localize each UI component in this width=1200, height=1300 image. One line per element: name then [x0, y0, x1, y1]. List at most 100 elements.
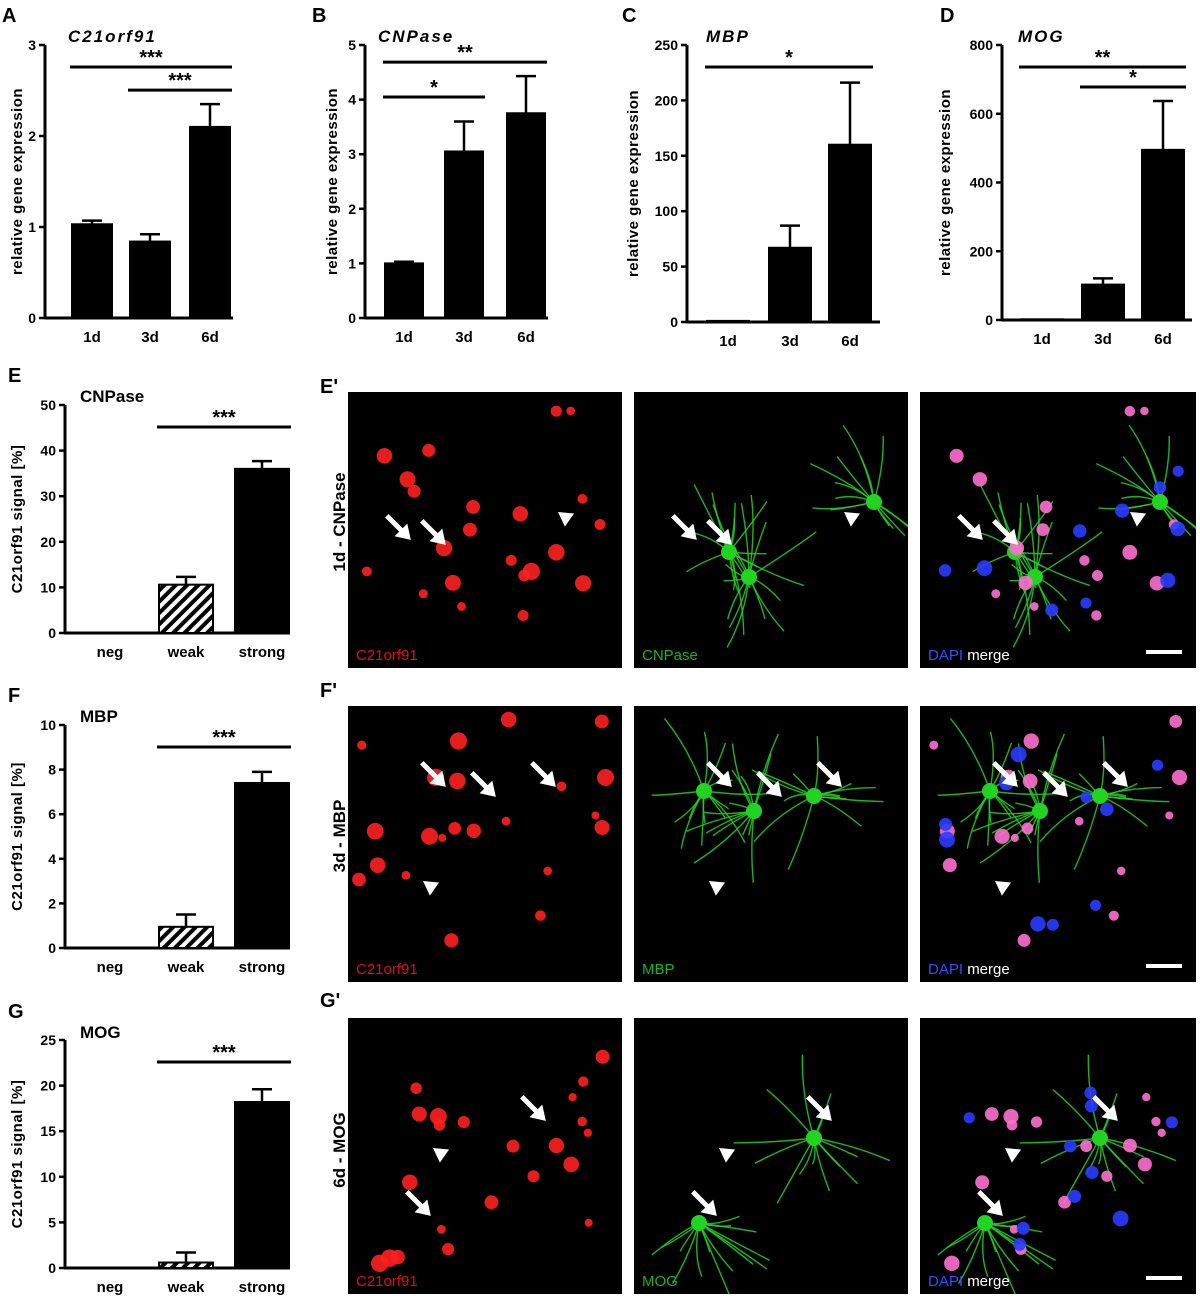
- cell-body: [449, 732, 468, 750]
- arrow-icon: [1102, 761, 1128, 787]
- cell-process: [949, 717, 991, 792]
- x-tick-label: 6d: [517, 329, 535, 346]
- cell-body: [505, 554, 517, 566]
- cell-body: [1101, 1170, 1113, 1182]
- cell-body: [352, 872, 366, 887]
- cell-body: [466, 500, 481, 514]
- cell-body: [1160, 572, 1176, 588]
- micrograph-f-merge: DAPI merge: [920, 706, 1196, 982]
- y-tick-label: 200: [655, 92, 679, 108]
- cell-body: [594, 518, 606, 530]
- cell-body: [1085, 1165, 1099, 1180]
- cell-body: [1010, 833, 1019, 842]
- cell-process: [696, 1222, 703, 1277]
- cell-body: [556, 781, 567, 792]
- y-tick-label: 20: [40, 1078, 56, 1094]
- cell-process: [748, 576, 785, 632]
- cell-body: [1092, 1130, 1108, 1146]
- cell-process: [748, 531, 817, 578]
- y-tick-label: 50: [662, 259, 678, 275]
- y-tick-label: 1: [348, 255, 356, 271]
- chart-G: G MOG 0 5 10 15 20 25 C21orf91 signal [%] neg weak…: [8, 1001, 291, 1296]
- cell-body: [939, 817, 953, 831]
- bar: [158, 583, 214, 634]
- cell-body: [741, 569, 757, 585]
- cell-body: [448, 822, 462, 835]
- y-tick-label: 40: [40, 443, 56, 459]
- cell-body: [594, 819, 610, 836]
- micrograph-f-green: MBP: [634, 706, 908, 982]
- cell-body: [1172, 465, 1184, 477]
- cell-body: [1108, 910, 1119, 921]
- cell-body: [1091, 569, 1103, 581]
- channel-label-dapi: DAPI: [928, 647, 964, 664]
- cell-process: [698, 1222, 768, 1270]
- scale-bar: [1146, 650, 1182, 654]
- cell-body: [806, 788, 822, 804]
- cell-process: [651, 1222, 700, 1256]
- y-axis-label: relative gene expression: [324, 88, 341, 275]
- y-tick-label: 150: [655, 148, 679, 164]
- significance-label: ***: [139, 47, 163, 69]
- cell-body: [449, 772, 466, 790]
- cell-body: [938, 564, 952, 577]
- y-tick-label: 1: [28, 219, 36, 235]
- arrow-icon: [385, 514, 411, 540]
- arrow-icon: [520, 1095, 546, 1121]
- x-tick-label: neg: [97, 644, 124, 661]
- cell-body: [506, 1139, 520, 1153]
- x-tick-label: 3d: [1094, 331, 1112, 348]
- channel-label-merge: merge: [967, 1273, 1010, 1290]
- channel-label-merge: merge: [967, 961, 1010, 978]
- cell-body: [977, 1215, 993, 1231]
- cell-body: [429, 1108, 447, 1125]
- cell-process: [680, 790, 705, 849]
- channel-label-dapi: DAPI: [928, 961, 964, 978]
- cell-body: [380, 1249, 399, 1267]
- y-tick-label: 10: [40, 1169, 56, 1185]
- cell-body: [421, 827, 438, 845]
- cell-process: [753, 795, 815, 843]
- cell-body: [583, 1128, 593, 1138]
- bar: [1081, 283, 1125, 321]
- y-tick-label: 5: [48, 1214, 56, 1230]
- chart-title: CNPase: [80, 387, 144, 406]
- cell-body: [438, 833, 447, 842]
- y-tick-label: 0: [48, 940, 56, 956]
- arrowhead-icon: [423, 881, 440, 896]
- bar: [384, 262, 424, 319]
- cell-body: [376, 448, 393, 464]
- significance-label: ***: [212, 727, 236, 749]
- cell-body: [597, 769, 615, 787]
- arrow-icon: [992, 519, 1018, 545]
- y-axis-label: relative gene expression: [937, 89, 954, 276]
- channel-label: C21orf91: [356, 1273, 418, 1290]
- chart-B: B CNPase 0 1 2 3 4 5 relative gene expression 1d 3…: [312, 5, 548, 346]
- y-tick-label: 2: [48, 895, 56, 911]
- cell-body: [1074, 816, 1084, 826]
- cell-body: [591, 811, 600, 820]
- cell-process: [842, 424, 875, 503]
- micrograph-e-red: C21orf91: [348, 392, 622, 668]
- cell-body: [991, 589, 1001, 599]
- row-label-g: 6d - MOG: [330, 1112, 349, 1188]
- arrow-icon: [992, 761, 1018, 787]
- y-tick-label: 2: [28, 128, 36, 144]
- panel-letter: G: [8, 1001, 24, 1023]
- cell-body: [1112, 1210, 1129, 1227]
- bar: [234, 467, 290, 634]
- cell-body: [963, 1112, 975, 1124]
- micrograph-g-merge: DAPI merge: [920, 1018, 1196, 1294]
- cell-body: [441, 1243, 455, 1256]
- cell-body: [1151, 759, 1164, 771]
- cell-process: [728, 551, 745, 635]
- bar: [828, 143, 872, 323]
- x-tick-label: 1d: [395, 329, 413, 346]
- cells-merge-e: [938, 405, 1196, 648]
- arrowhead-icon: [844, 512, 861, 527]
- cell-body: [512, 506, 529, 522]
- cell-body: [577, 1116, 587, 1127]
- cell-process: [813, 736, 819, 797]
- cell-process: [809, 462, 875, 503]
